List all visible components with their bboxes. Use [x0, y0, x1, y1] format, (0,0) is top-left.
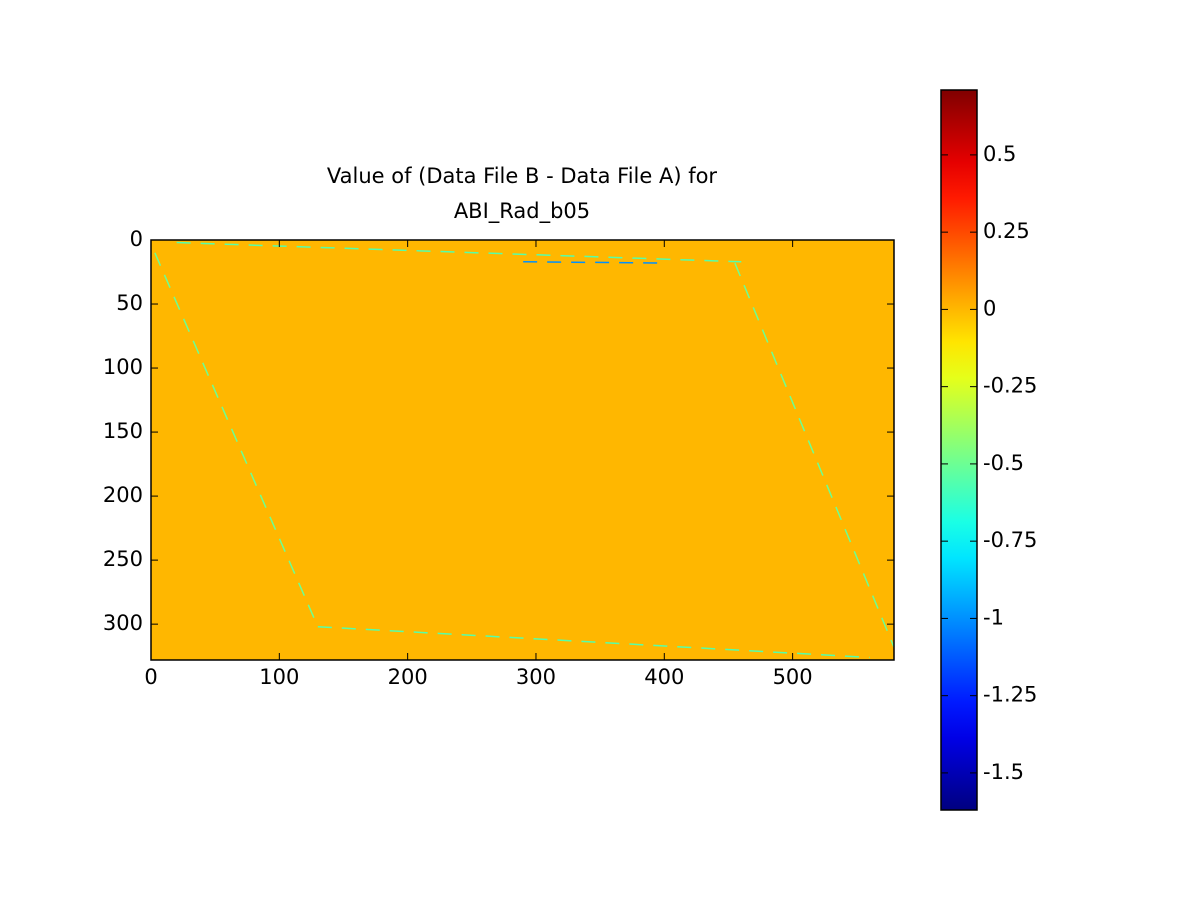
x-tick-label: 100 [259, 665, 299, 689]
y-tick-label: 150 [103, 419, 143, 443]
colorbar-tick-label: -0.25 [983, 374, 1037, 398]
image-feature [317, 625, 870, 659]
plot-frame [150, 239, 895, 661]
image-feature [734, 262, 895, 648]
y-tick-label: 0 [130, 227, 143, 251]
x-tick-label: 300 [516, 665, 556, 689]
image-background [151, 240, 894, 660]
y-tick-label: 50 [116, 291, 143, 315]
colorbar-tick-label: -0.75 [983, 528, 1037, 552]
colorbar [940, 89, 978, 811]
x-tick-label: 400 [644, 665, 684, 689]
image-feature [154, 252, 319, 628]
colorbar-tick-label: -0.5 [983, 451, 1024, 475]
colorbar-tick-label: 0.25 [983, 219, 1030, 243]
colorbar-tick-label: -1.5 [983, 760, 1024, 784]
y-tick-label: 100 [103, 355, 143, 379]
x-tick-label: 0 [144, 665, 157, 689]
colorbar-tick-label: -1.25 [983, 683, 1037, 707]
chart-title: Value of (Data File B - Data File A) for [327, 164, 718, 188]
colorbar-tick-label: -1 [983, 605, 1004, 629]
chart-title: ABI_Rad_b05 [454, 199, 590, 224]
colorbar-tick-label: 0.5 [983, 142, 1016, 166]
colorbar-tick-label: 0 [983, 296, 996, 320]
x-tick-label: 200 [388, 665, 428, 689]
y-tick-label: 250 [103, 547, 143, 571]
x-tick-label: 500 [773, 665, 813, 689]
y-tick-label: 300 [103, 611, 143, 635]
y-tick-label: 200 [103, 483, 143, 507]
